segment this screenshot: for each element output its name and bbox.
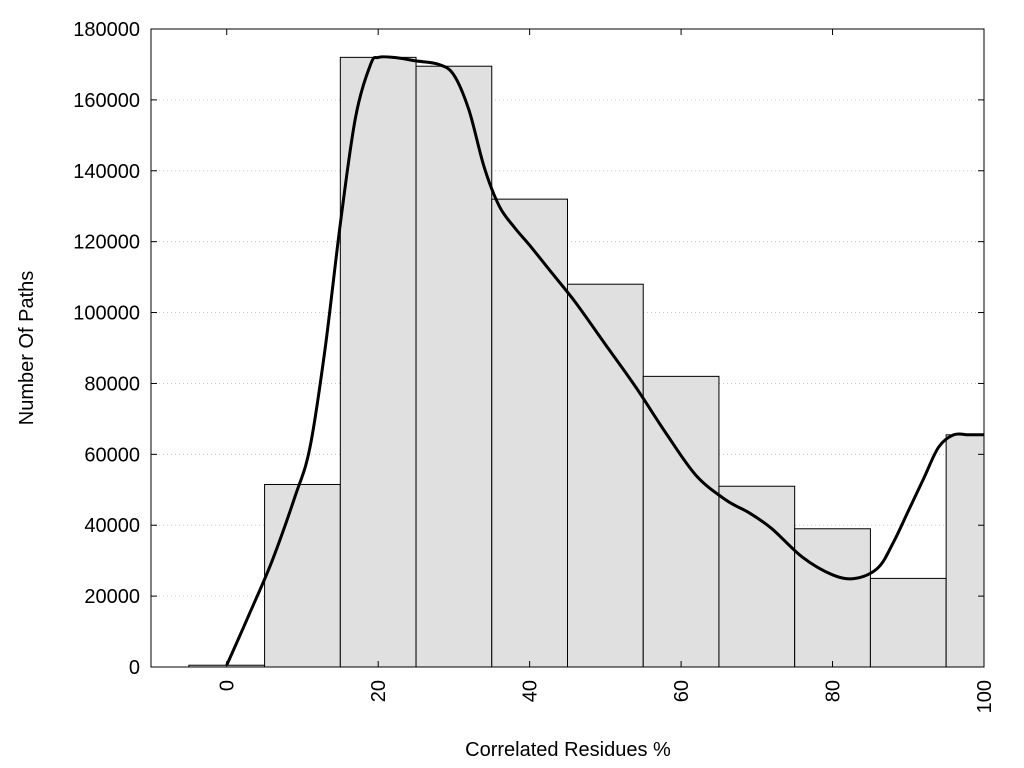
y-tick-label: 20000	[84, 586, 140, 608]
y-tick-label: 120000	[73, 232, 140, 254]
y-tick-label: 100000	[73, 303, 140, 325]
bars	[188, 56, 985, 668]
histogram-bar	[945, 434, 985, 668]
x-tick-label: 100	[974, 680, 996, 713]
histogram-bar	[264, 483, 341, 668]
histogram-bar	[794, 528, 871, 668]
y-tick-label: 160000	[73, 90, 140, 112]
y-tick-label: 60000	[84, 444, 140, 466]
x-axis-title: Correlated Residues %	[465, 739, 671, 761]
histogram-bar	[869, 577, 947, 668]
density-curve-line	[225, 55, 984, 666]
y-tick-label: 40000	[84, 515, 140, 537]
histogram-bar	[718, 485, 796, 668]
histogram-bar	[491, 198, 569, 668]
plot-frame	[150, 28, 985, 668]
y-axis-title: Number Of Paths	[16, 271, 38, 426]
histogram-bar	[642, 375, 720, 668]
x-tick-label: 60	[671, 680, 693, 702]
x-tick-label: 40	[520, 680, 542, 702]
x-tick-label: 80	[823, 680, 845, 702]
y-axis-ticks: 0 20000 40000 60000 80000 100000 120000 140000 1…	[73, 19, 984, 679]
x-axis-ticks: 0 20 40 60 80 100	[217, 29, 996, 713]
density-curve	[225, 55, 984, 666]
y-tick-label: 140000	[73, 161, 140, 183]
y-tick-label: 0	[129, 657, 140, 679]
y-tick-label: 80000	[84, 373, 140, 395]
x-tick-label: 0	[217, 680, 239, 691]
x-tick-label: 20	[368, 680, 390, 702]
histogram-bar	[415, 65, 493, 668]
histogram-bar	[567, 283, 644, 668]
y-tick-label: 180000	[73, 19, 140, 41]
